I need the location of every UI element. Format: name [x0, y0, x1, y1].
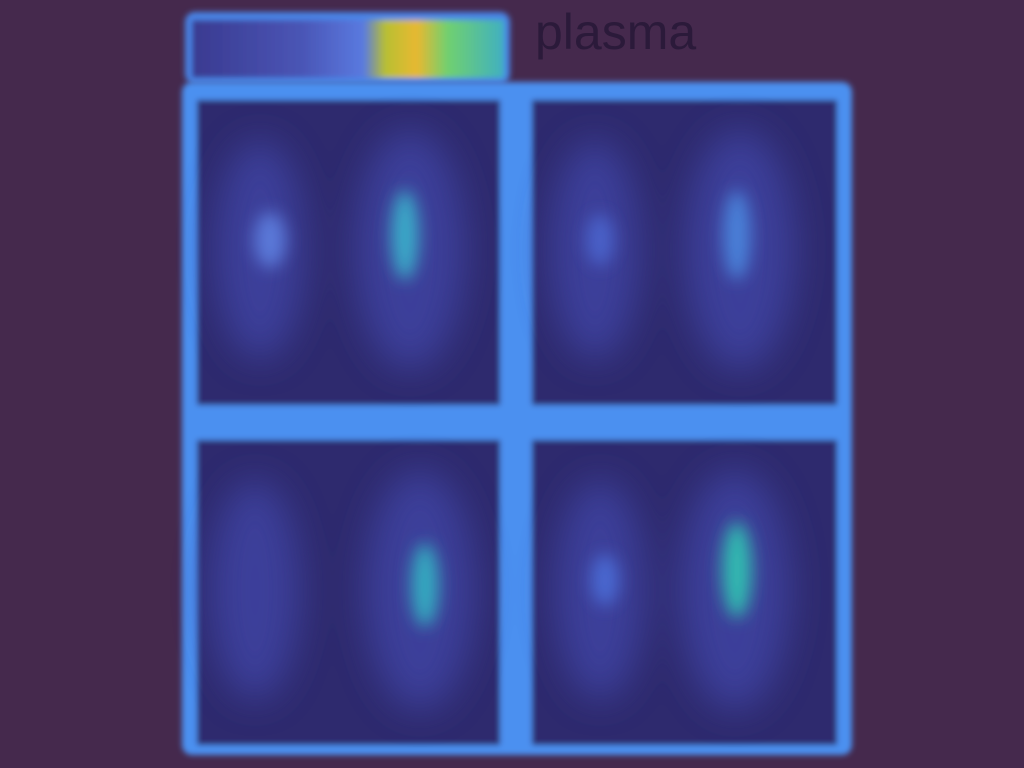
- hotspots: [254, 190, 752, 627]
- colormap-label: plasma: [535, 4, 696, 60]
- colorbar: [185, 12, 510, 84]
- panel-shading: [210, 130, 795, 710]
